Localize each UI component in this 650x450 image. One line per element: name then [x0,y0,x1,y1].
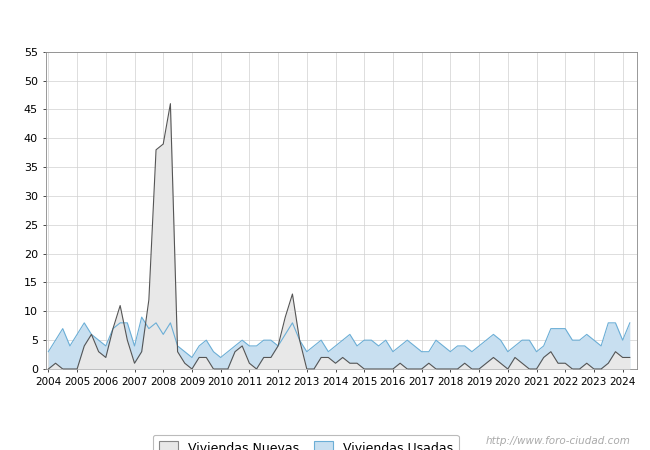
Text: Alcuéscar - Evolucion del Nº de Transacciones Inmobiliarias: Alcuéscar - Evolucion del Nº de Transacc… [119,10,531,24]
Text: http://www.foro-ciudad.com: http://www.foro-ciudad.com [486,436,630,446]
Legend: Viviendas Nuevas, Viviendas Usadas: Viviendas Nuevas, Viviendas Usadas [153,435,459,450]
